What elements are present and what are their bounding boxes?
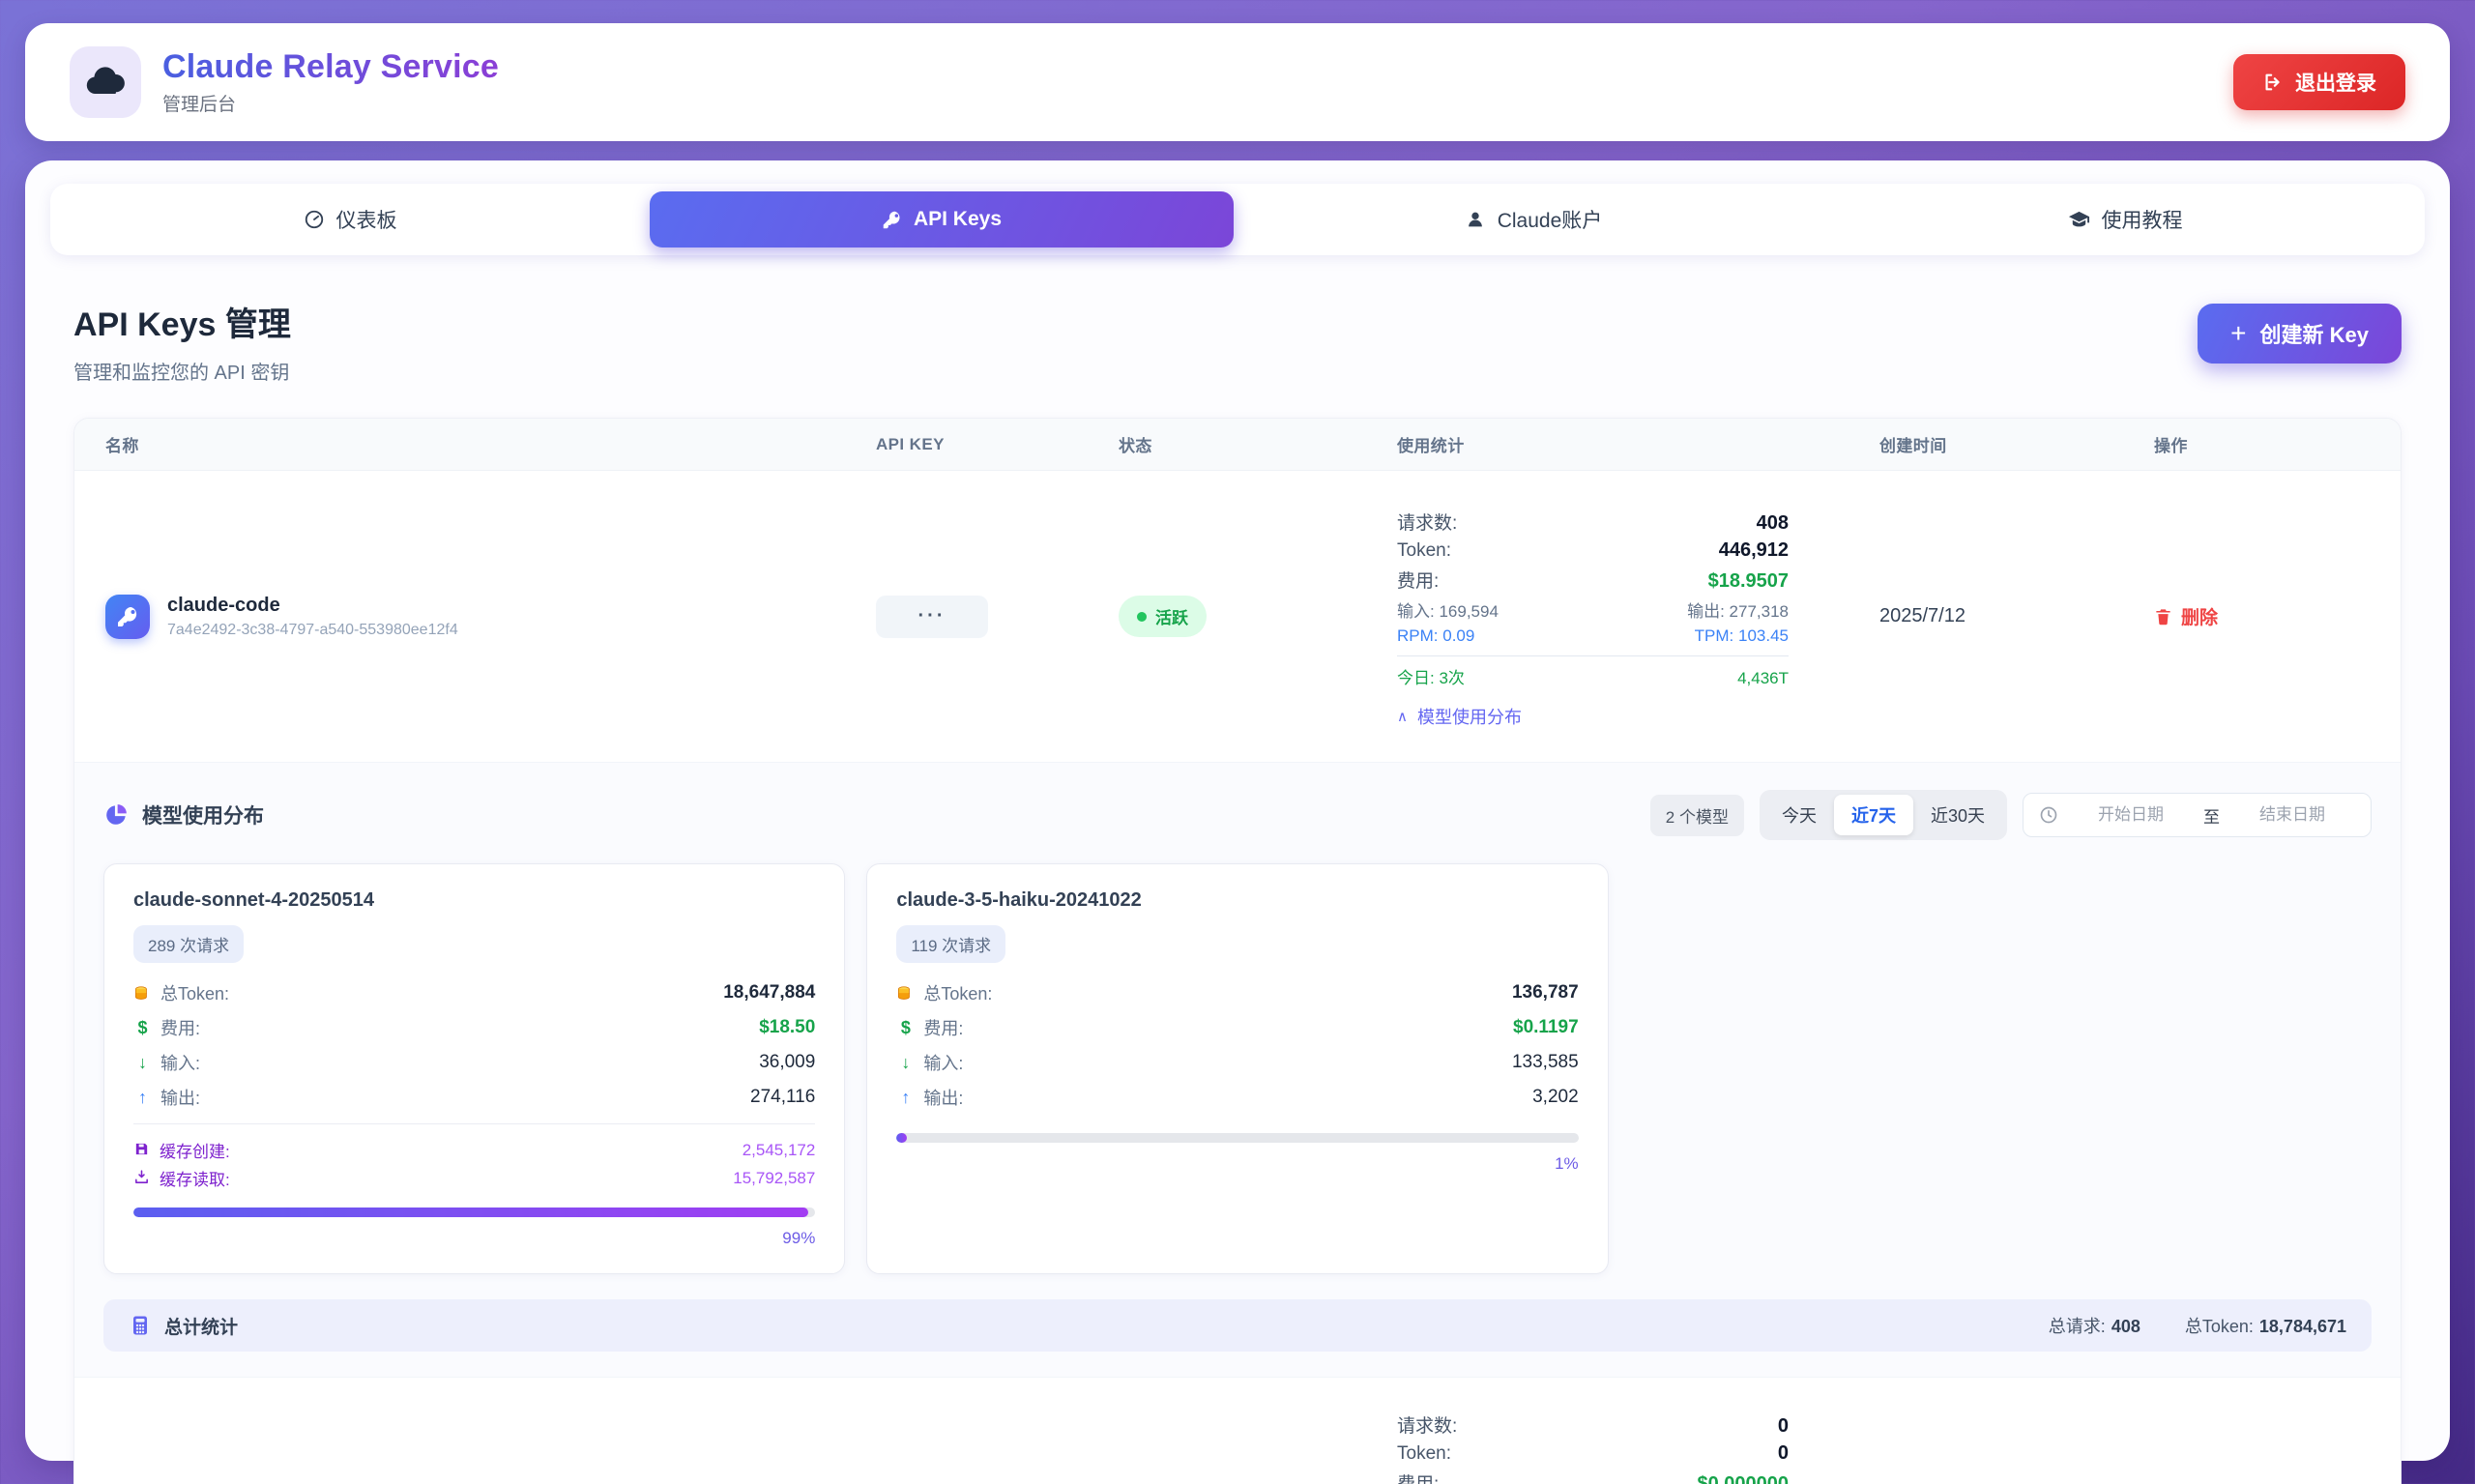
tab-claude-accounts[interactable]: Claude账户 — [1241, 191, 1825, 247]
cloud-logo — [70, 46, 141, 118]
save-icon — [133, 1141, 152, 1159]
model-count-badge: 2 个模型 — [1649, 794, 1744, 836]
tab-api-keys[interactable]: API Keys — [650, 191, 1234, 247]
calculator-icon — [129, 1314, 152, 1337]
tab-label: API Keys — [913, 208, 1003, 230]
model-card: claude-sonnet-4-20250514 289 次请求 总Token:… — [103, 863, 846, 1274]
col-usage: 使用统计 — [1397, 437, 1465, 455]
totals-bar: 总计统计 总请求: 408 总Token: 18,784,671 — [103, 1299, 2372, 1352]
gauge-icon — [304, 209, 325, 230]
requests-value: 0 — [1777, 1415, 1789, 1437]
app-title: Claude Relay Service — [162, 48, 499, 85]
tab-bar: 仪表板 API Keys Claude账户 使用教程 — [50, 184, 2425, 255]
page-title: API Keys 管理 — [73, 306, 291, 343]
requests-value: 408 — [1756, 512, 1789, 534]
arrow-down-icon: ↓ — [138, 1052, 147, 1072]
arrow-up-icon: ↑ — [901, 1087, 911, 1107]
main-panel: 仪表板 API Keys Claude账户 使用教程 API Keys 管理 — [25, 160, 2450, 1484]
graduation-cap-icon — [2068, 209, 2090, 231]
usage-progress-bar — [896, 1133, 1579, 1143]
total-tokens: 总Token: 18,784,671 — [2184, 1317, 2346, 1336]
brand: Claude Relay Service 管理后台 — [70, 46, 499, 118]
model-name: claude-sonnet-4-20250514 — [133, 889, 375, 911]
date-separator: 至 — [2203, 807, 2220, 827]
clock-icon — [2039, 805, 2058, 825]
tab-label: 仪表板 — [335, 210, 397, 232]
api-key-id: 7a4e2492-3c38-4797-a540-553980ee12f4 — [167, 621, 458, 638]
usage-percent: 1% — [1555, 1154, 1579, 1173]
coins-icon — [133, 984, 152, 1003]
date-range-picker: 至 — [2023, 793, 2372, 837]
chevron-up-icon: ∧ — [1397, 709, 1408, 725]
arrow-down-icon: ↓ — [901, 1052, 911, 1072]
logout-label: 退出登录 — [2295, 73, 2376, 95]
col-status: 状态 — [1119, 437, 1152, 455]
key-icon — [882, 210, 902, 230]
table-header: 名称 API KEY 状态 使用统计 创建时间 操作 — [74, 419, 2401, 471]
col-created: 创建时间 — [1879, 437, 1947, 455]
token-value: 0 — [1777, 1442, 1789, 1464]
coins-icon — [896, 984, 915, 1003]
logout-button[interactable]: 退出登录 — [2233, 54, 2405, 110]
arrow-up-icon: ↑ — [138, 1087, 147, 1107]
model-usage-toggle[interactable]: ∧ 模型使用分布 — [1397, 708, 1522, 727]
tab-label: 使用教程 — [2101, 210, 2183, 232]
dollar-icon: $ — [137, 1017, 148, 1037]
usage-percent: 99% — [782, 1229, 816, 1247]
model-usage-section: 模型使用分布 2 个模型 今天 近7天 近30天 — [74, 763, 2401, 1378]
api-key-name: claude-code — [167, 594, 280, 616]
api-keys-table: 名称 API KEY 状态 使用统计 创建时间 操作 claude-code 7… — [73, 418, 2402, 1484]
usage-stats: 请求数: 408 Token: 446,912 费用: $18.9507 输入: 16… — [1397, 512, 1789, 727]
col-name: 名称 — [105, 437, 139, 455]
trash-icon — [2154, 607, 2172, 626]
tab-dashboard[interactable]: 仪表板 — [58, 191, 642, 247]
totals-title: 总计统计 — [164, 1317, 239, 1338]
cost-value: $0.000000 — [1697, 1473, 1789, 1484]
col-actions: 操作 — [2154, 437, 2188, 455]
tab-tutorial[interactable]: 使用教程 — [1833, 191, 2417, 247]
create-key-button[interactable]: + 创建新 Key — [2198, 304, 2402, 364]
col-api-key: API KEY — [876, 434, 945, 453]
range-7d-button[interactable]: 近7天 — [1833, 795, 1913, 835]
table-row: claude code f398d8b8-7352-4a88-9a1f-6b1e… — [74, 1378, 2401, 1484]
range-30d-button[interactable]: 近30天 — [1930, 806, 1985, 826]
requests-badge: 289 次请求 — [133, 925, 245, 963]
token-value: 446,912 — [1718, 539, 1789, 561]
status-badge: 活跃 — [1119, 596, 1207, 637]
total-requests: 总请求: 408 — [2048, 1317, 2140, 1336]
model-name: claude-3-5-haiku-20241022 — [896, 889, 1142, 911]
logout-icon — [2262, 72, 2284, 93]
requests-badge: 119 次请求 — [896, 925, 1006, 963]
app-header: Claude Relay Service 管理后台 退出登录 — [25, 23, 2450, 141]
cost-value: $18.9507 — [1707, 570, 1789, 592]
status-dot-icon — [1137, 611, 1147, 622]
download-icon — [133, 1169, 152, 1187]
range-today-button[interactable]: 今天 — [1781, 806, 1817, 826]
usage-stats: 请求数:0 Token:0 费用:$0.000000 输入: 0输出: 0 RP… — [1397, 1411, 1789, 1484]
page-subtitle: 管理和监控您的 API 密钥 — [73, 363, 290, 384]
pie-chart-icon — [103, 802, 129, 828]
created-date: 2025/7/12 — [1879, 605, 1965, 626]
table-row: claude-code 7a4e2492-3c38-4797-a540-5539… — [74, 471, 2401, 763]
plus-icon: + — [2230, 318, 2247, 348]
tab-label: Claude账户 — [1497, 210, 1603, 232]
delete-button[interactable]: 删除 — [2154, 603, 2218, 629]
model-card: claude-3-5-haiku-20241022 119 次请求 总Token… — [866, 863, 1609, 1274]
usage-progress-bar — [133, 1208, 816, 1217]
cloud-icon — [85, 65, 126, 101]
range-segmented-control: 今天 近7天 近30天 — [1759, 790, 2007, 840]
key-icon — [105, 594, 150, 639]
user-icon — [1465, 209, 1486, 230]
create-key-label: 创建新 Key — [2259, 323, 2369, 347]
start-date-input[interactable] — [2068, 805, 2194, 825]
end-date-input[interactable] — [2229, 805, 2355, 825]
dollar-icon: $ — [900, 1017, 911, 1037]
app-subtitle: 管理后台 — [162, 95, 237, 115]
api-key-mask[interactable]: ··· — [876, 595, 988, 638]
section-title: 模型使用分布 — [142, 805, 264, 828]
